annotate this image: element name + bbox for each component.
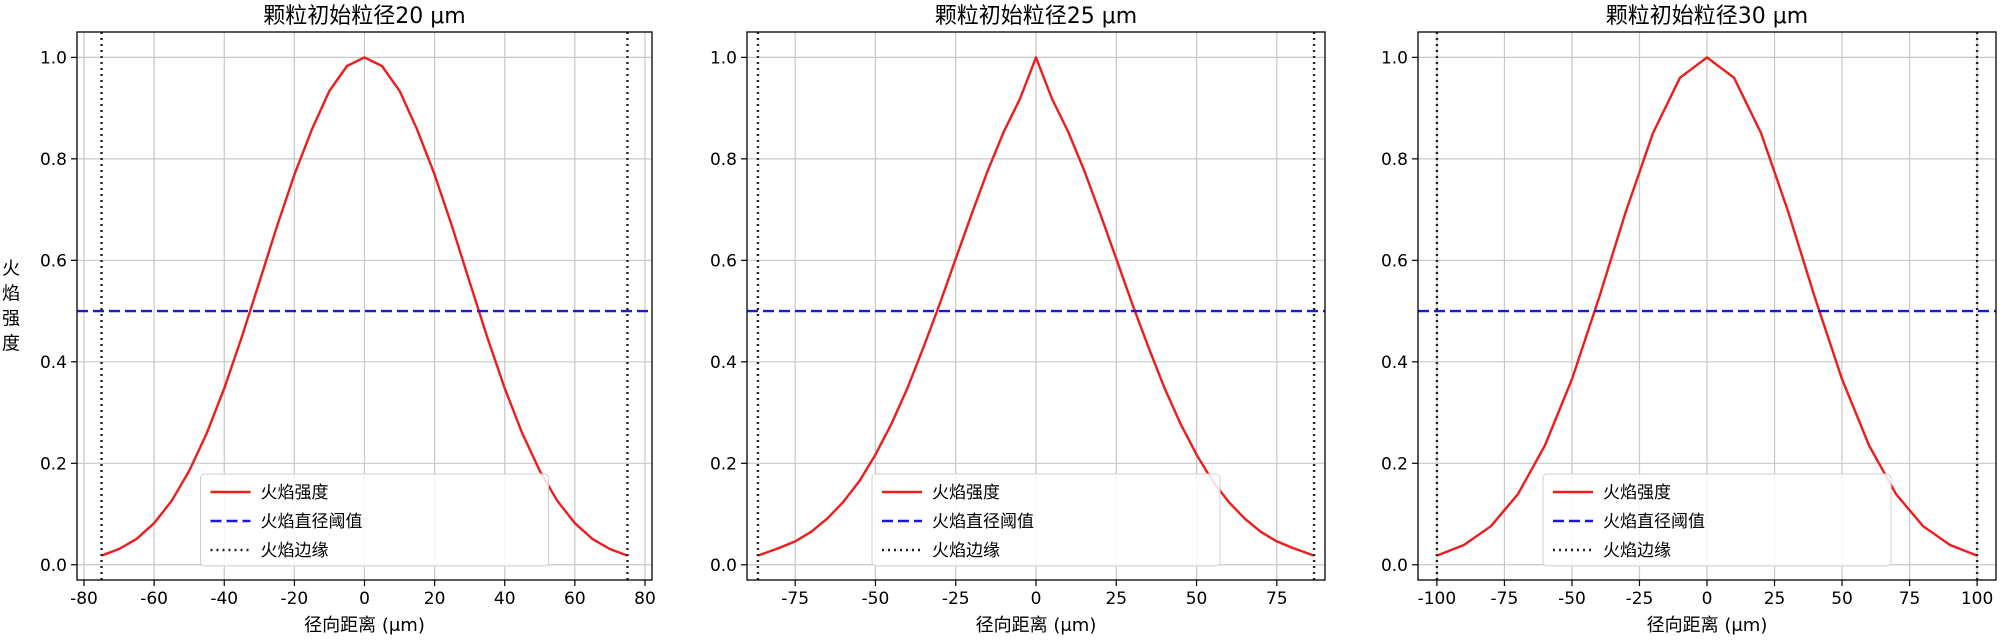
plot-area — [77, 32, 652, 580]
x-tick-label: 60 — [564, 589, 586, 609]
y-tick-label: 0.4 — [1381, 353, 1408, 373]
y-tick-label: 1.0 — [1381, 48, 1408, 68]
chart-panel-2: -75 -50 -25 0 25 50 75 0.0 0.2 0.4 0.6 0.8 1.0 颗粒初始粒径… — [710, 4, 1326, 636]
legend-label: 火焰边缘 — [932, 541, 1000, 561]
y-tick-label: 0.6 — [40, 251, 67, 271]
y-tick-label: 0.2 — [40, 454, 67, 474]
y-tick-label: 0.2 — [1381, 454, 1408, 474]
y-tick-label: 0.0 — [40, 556, 67, 576]
x-tick-label: 40 — [494, 589, 516, 609]
x-tick-label: 0 — [1702, 589, 1713, 609]
x-tick-label: -75 — [781, 589, 809, 609]
y-tick-label: 1.0 — [40, 48, 67, 68]
chart-panel-3: -100 -75 -50 -25 0 25 50 75 100 0.0 0.2 0.4 0.6 0.8 1.… — [1381, 4, 1997, 636]
chart-title: 颗粒初始粒径25 μm — [935, 4, 1137, 29]
legend-box — [1542, 473, 1892, 567]
legend-label: 火焰强度 — [261, 483, 329, 503]
y-tick-label: 0.8 — [40, 150, 67, 170]
y-tick-label: 0.2 — [710, 454, 737, 474]
axes-frame — [1417, 31, 1997, 581]
x-tick-label: 25 — [1764, 589, 1786, 609]
legend-label: 火焰边缘 — [261, 541, 329, 561]
y-axis-label: 火焰强度 — [2, 259, 20, 355]
x-tick-label: 20 — [424, 589, 446, 609]
y-tick-label: 0.6 — [1381, 251, 1408, 271]
x-tick-label: -80 — [70, 589, 98, 609]
x-tick-label: 0 — [359, 589, 370, 609]
chart-title: 颗粒初始粒径30 μm — [1606, 4, 1808, 29]
x-tick-label: -25 — [942, 589, 970, 609]
x-tick-label: -50 — [1558, 589, 1586, 609]
axes-frame — [76, 31, 653, 581]
series-line-intensity — [101, 56, 628, 557]
legend-label: 火焰直径阈值 — [261, 512, 363, 532]
chart-title: 颗粒初始粒径20 μm — [263, 4, 465, 29]
x-tick-label: -75 — [1491, 589, 1519, 609]
x-tick-label: -25 — [1626, 589, 1654, 609]
y-tick-label: 0.8 — [710, 150, 737, 170]
legend-label: 火焰直径阈值 — [1603, 512, 1705, 532]
x-tick-label: 25 — [1105, 589, 1127, 609]
x-tick-label: 100 — [1961, 589, 1993, 609]
chart-panel-1: -80 -60 -40 -20 0 20 40 60 80 0.0 0.2 0.4 0.6 0.8 1.0 颗… — [2, 4, 656, 636]
x-axis-label: 径向距离 (μm) — [304, 615, 425, 636]
legend-label: 火焰强度 — [1603, 483, 1671, 503]
x-tick-label: 50 — [1186, 589, 1208, 609]
y-tick-label: 0.8 — [1381, 150, 1408, 170]
legend-label: 火焰边缘 — [1603, 541, 1671, 561]
y-tick-label: 0.4 — [710, 353, 737, 373]
y-tick-label: 0.0 — [710, 556, 737, 576]
x-tick-label: -100 — [1418, 589, 1457, 609]
legend-label: 火焰直径阈值 — [932, 512, 1034, 532]
x-axis-label: 径向距离 (μm) — [976, 615, 1097, 636]
y-tick-label: 0.0 — [1381, 556, 1408, 576]
x-tick-label: -60 — [140, 589, 168, 609]
y-tick-label: 0.4 — [40, 353, 67, 373]
x-tick-label: -40 — [210, 589, 238, 609]
y-tick-label: 0.6 — [710, 251, 737, 271]
x-tick-label: 0 — [1031, 589, 1042, 609]
x-tick-label: 75 — [1266, 589, 1288, 609]
legend-label: 火焰强度 — [932, 483, 1000, 503]
axes-frame — [746, 31, 1326, 581]
x-tick-label: -20 — [280, 589, 308, 609]
x-axis-label: 径向距离 (μm) — [1647, 615, 1768, 636]
x-tick-label: 50 — [1831, 589, 1853, 609]
legend-box — [871, 473, 1221, 567]
x-tick-label: -50 — [862, 589, 890, 609]
x-tick-label: 75 — [1899, 589, 1921, 609]
legend-box — [200, 473, 549, 567]
y-tick-label: 1.0 — [710, 48, 737, 68]
x-tick-label: 80 — [634, 589, 656, 609]
